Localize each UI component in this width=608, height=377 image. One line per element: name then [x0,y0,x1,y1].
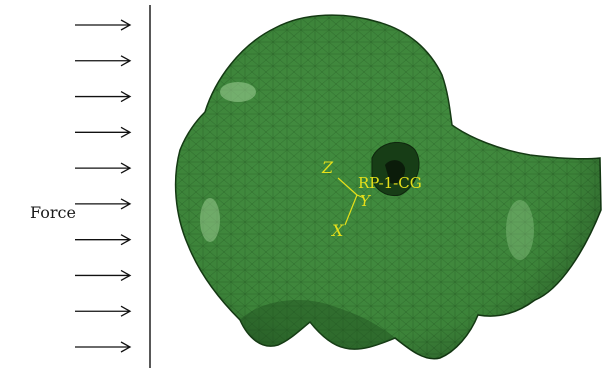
coordinate-system: Z Y X RP-1-CG [321,158,422,240]
highlight-patch [506,200,534,260]
x-axis-label: X [330,221,344,240]
force-arrow [75,162,132,174]
force-arrow [75,305,132,317]
force-arrow [75,90,132,103]
force-arrow [75,55,132,67]
x-axis-line [344,194,358,226]
force-arrow [75,126,132,138]
force-arrow [75,198,132,210]
force-arrows [75,19,132,353]
highlight-patch [220,82,256,102]
reference-point-label: RP-1-CG [358,174,422,192]
force-arrow [75,269,132,282]
y-axis-label: Y [360,192,372,210]
head-mesh-model [174,14,602,360]
y-axis-line [356,194,365,199]
highlight-patch [200,198,220,242]
ear-canal [385,160,406,184]
force-arrow [75,234,132,246]
z-axis-label: Z [321,158,334,177]
chin-shadow [240,300,395,350]
force-arrow [75,341,132,353]
force-label: Force [30,203,76,222]
z-axis-line [337,177,358,196]
force-arrow [75,19,132,31]
